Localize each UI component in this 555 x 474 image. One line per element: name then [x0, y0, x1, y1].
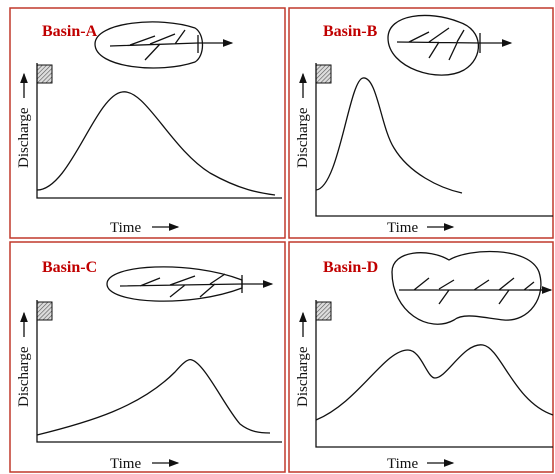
hydrograph — [315, 77, 463, 194]
y-label: Discharge — [295, 107, 311, 168]
panel-title: Basin-C — [42, 259, 97, 276]
y-label: Discharge — [16, 346, 32, 407]
panel-frame — [288, 241, 554, 473]
x-label: Time — [110, 220, 141, 236]
panel-title: Basin-B — [323, 23, 378, 40]
river — [396, 27, 481, 61]
x-label: Time — [387, 220, 418, 236]
basin-outline — [94, 21, 204, 69]
hydrograph — [315, 344, 554, 421]
y-label: Discharge — [295, 346, 311, 407]
axes — [36, 63, 282, 199]
panel-frame — [288, 7, 554, 239]
hydrograph — [36, 358, 271, 436]
basin-outline — [387, 14, 480, 76]
y-label: Discharge — [16, 107, 32, 168]
x-label: Time — [387, 456, 418, 472]
basin-outline — [391, 250, 542, 325]
panel-frame — [9, 7, 286, 239]
panel: Basin-C Discharge Time — [9, 241, 286, 473]
rainfall-block — [36, 301, 53, 321]
rainfall-block — [315, 301, 332, 321]
river — [109, 29, 199, 61]
river — [399, 277, 551, 305]
panel: Basin-A Discharge Time — [9, 7, 286, 239]
panel: Basin-D Discharge Time — [288, 241, 554, 473]
axes — [315, 63, 553, 217]
river — [119, 273, 243, 298]
rainfall-block — [36, 64, 53, 84]
rainfall-block — [315, 64, 332, 84]
axes — [315, 300, 553, 448]
panel: Basin-B Discharge Time — [288, 7, 554, 239]
hydrograph — [36, 91, 276, 196]
panel-title: Basin-A — [42, 23, 98, 40]
panel-frame — [9, 241, 286, 473]
panel-title: Basin-D — [323, 259, 378, 276]
axes — [36, 300, 282, 443]
x-label: Time — [110, 456, 141, 472]
